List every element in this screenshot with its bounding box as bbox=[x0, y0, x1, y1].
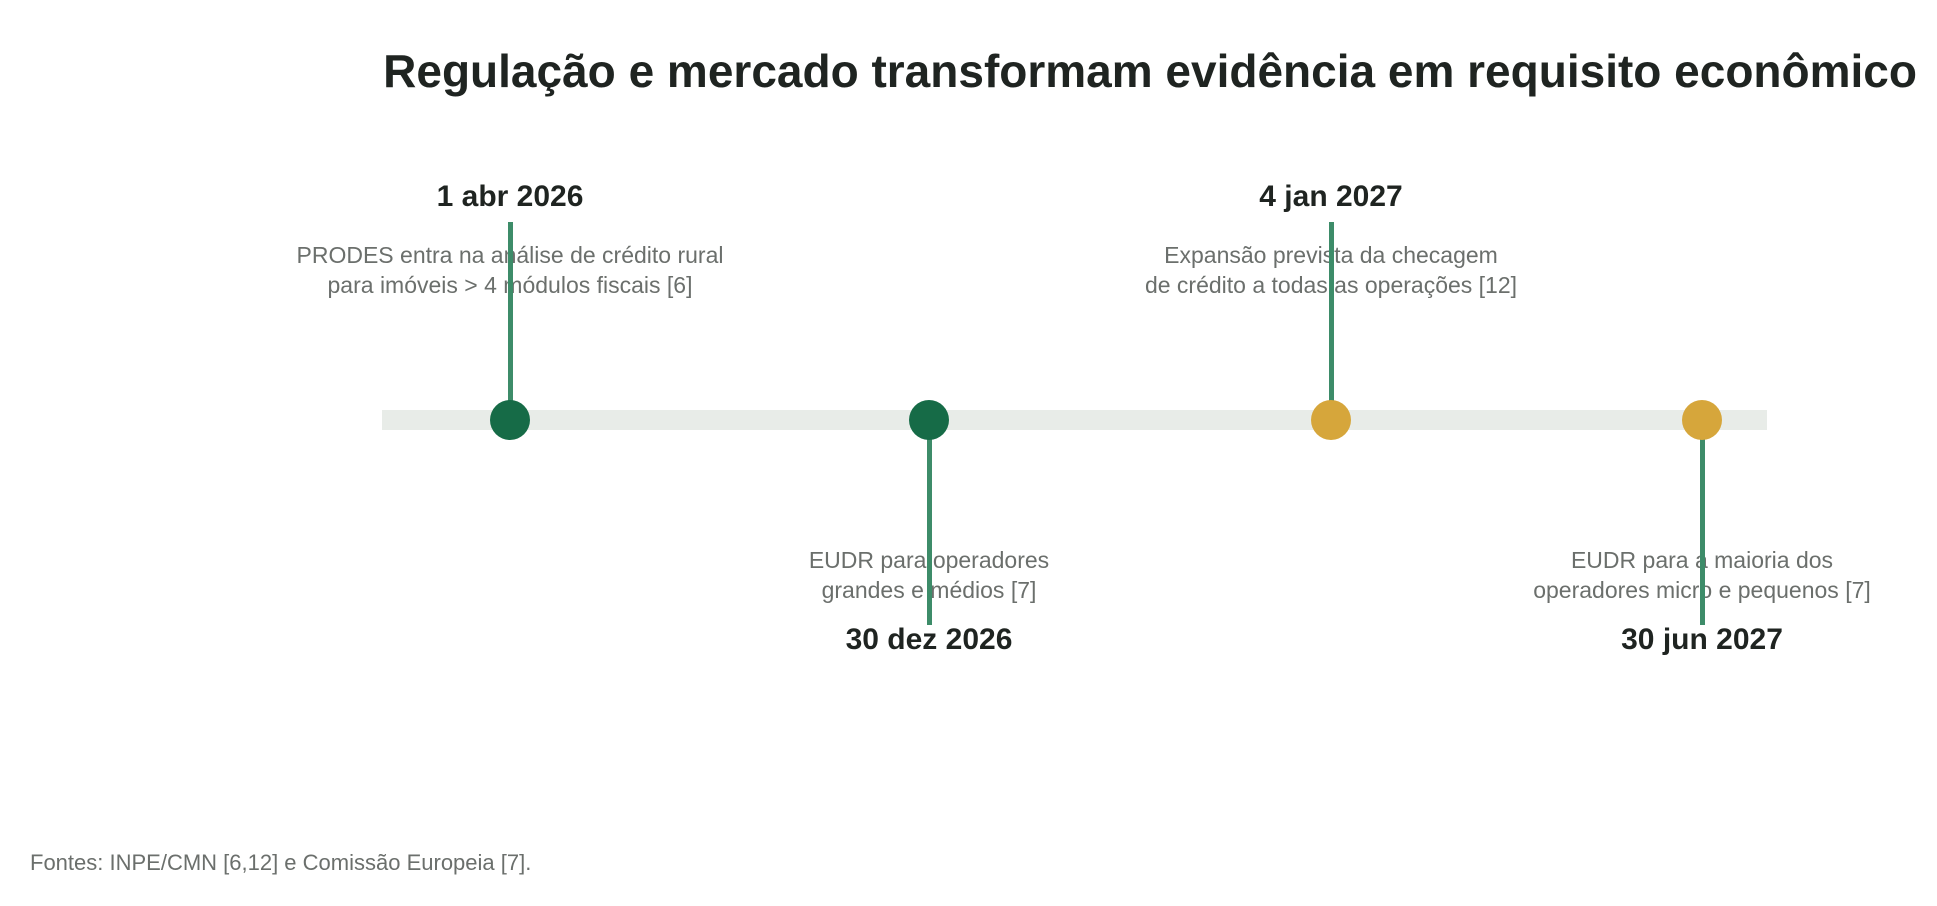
page-title: Regulação e mercado transformam evidênci… bbox=[383, 45, 1917, 97]
milestone-date: 30 jun 2027 bbox=[1621, 623, 1783, 656]
milestone-stem bbox=[507, 222, 513, 407]
milestone-stem bbox=[926, 430, 932, 625]
milestone-dot bbox=[1311, 400, 1351, 440]
milestone-date: 1 abr 2026 bbox=[436, 180, 584, 213]
source-note: Fontes: INPE/CMN [6,12] e Comissão Europ… bbox=[30, 850, 532, 875]
milestone-stem bbox=[1699, 430, 1705, 625]
milestone-dot bbox=[1682, 400, 1722, 440]
milestone-date: 30 dez 2026 bbox=[845, 623, 1013, 656]
milestone-date: 4 jan 2027 bbox=[1259, 180, 1403, 213]
milestone-dot bbox=[909, 400, 949, 440]
milestone-dot bbox=[490, 400, 530, 440]
milestone-stem bbox=[1328, 222, 1334, 407]
timeline-track bbox=[382, 410, 1767, 430]
